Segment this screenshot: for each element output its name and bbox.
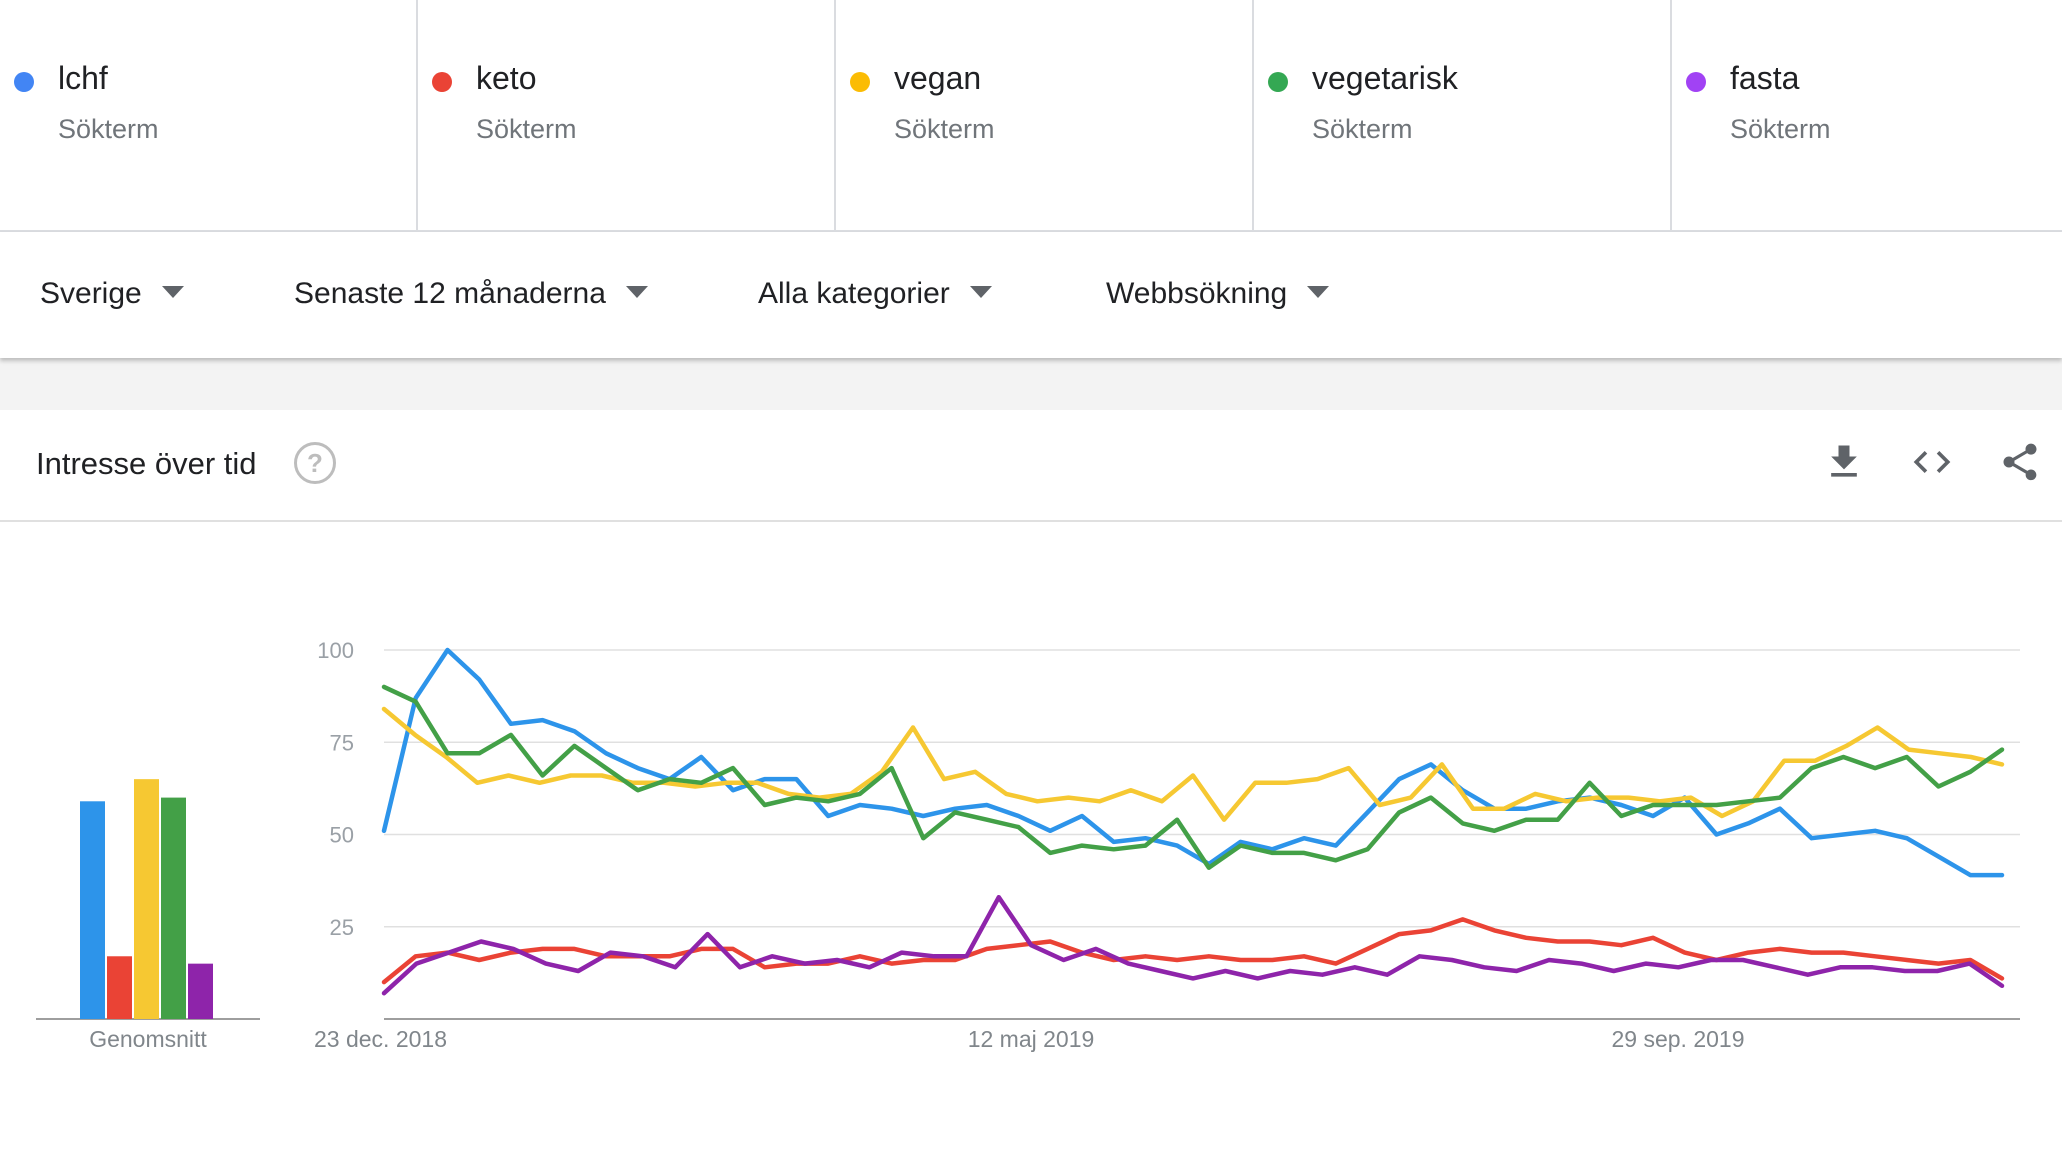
- y-tick-label: 50: [330, 823, 354, 848]
- interest-over-time-header: Intresse över tid ?: [0, 410, 2062, 522]
- term-name: lchf: [58, 60, 108, 96]
- term-type: Sökterm: [894, 114, 995, 144]
- term-type: Sökterm: [1730, 114, 1831, 144]
- series-line-fasta: [381, 894, 2005, 996]
- region-dropdown[interactable]: Sverige: [40, 277, 184, 311]
- search-type-dropdown[interactable]: Webbsökning: [1106, 277, 1330, 311]
- code-icon[interactable]: [1910, 440, 1954, 484]
- category-dropdown[interactable]: Alla kategorier: [758, 277, 992, 311]
- search-type-label: Webbsökning: [1106, 277, 1288, 310]
- average-bars: [36, 779, 260, 1020]
- average-bar-lchf: [80, 801, 105, 1019]
- interest-chart[interactable]: 25 50 75 100 Genomsnitt 23 dec. 2018 12 maj …: [0, 522, 2062, 1082]
- filter-bar: Sverige Senaste 12 månaderna Alla katego…: [0, 232, 2062, 358]
- x-axis-labels: 23 dec. 2018 12 maj 2019 29 sep. 2019: [314, 1026, 1745, 1052]
- x-tick-label: 12 maj 2019: [968, 1026, 1095, 1052]
- y-tick-label: 25: [330, 915, 354, 940]
- term-color-dot: [1268, 72, 1288, 92]
- term-type: Sökterm: [1312, 114, 1413, 144]
- caret-down-icon: [1307, 286, 1330, 299]
- section-separator: [0, 358, 2062, 410]
- average-label: Genomsnitt: [89, 1026, 207, 1052]
- term-name: vegan: [894, 60, 982, 96]
- download-icon[interactable]: [1822, 440, 1866, 484]
- region-label: Sverige: [40, 277, 142, 310]
- term-color-dot: [432, 72, 452, 92]
- series-line-lchf: [381, 647, 2005, 878]
- term-color-dot: [14, 72, 34, 92]
- time-range-dropdown[interactable]: Senaste 12 månaderna: [294, 277, 648, 311]
- help-icon[interactable]: ?: [294, 442, 336, 484]
- caret-down-icon: [969, 286, 992, 299]
- term-color-dot: [850, 72, 870, 92]
- x-tick-label: 29 sep. 2019: [1611, 1026, 1744, 1052]
- term-type: Sökterm: [58, 114, 159, 144]
- term-card-lchf[interactable]: lchf Sökterm: [0, 0, 418, 230]
- term-type: Sökterm: [476, 114, 577, 144]
- term-name: keto: [476, 60, 537, 96]
- term-name: vegetarisk: [1312, 60, 1458, 96]
- term-card-vegetarisk[interactable]: vegetarisk Sökterm: [1254, 0, 1672, 230]
- term-card-vegan[interactable]: vegan Sökterm: [836, 0, 1254, 230]
- share-icon[interactable]: [1998, 440, 2042, 484]
- time-range-label: Senaste 12 månaderna: [294, 277, 606, 310]
- series-line-vegetarisk: [381, 684, 2005, 870]
- x-tick-label: 23 dec. 2018: [314, 1026, 447, 1052]
- series-lines: [381, 647, 2005, 996]
- y-tick-label: 100: [317, 638, 354, 663]
- gridlines: 25 50 75 100: [317, 638, 2020, 1020]
- search-terms-row: lchf Sökterm keto Sökterm vegan Sökterm …: [0, 0, 2062, 232]
- series-line-keto: [381, 917, 2005, 985]
- y-tick-label: 75: [330, 730, 354, 755]
- average-bar-keto: [107, 956, 132, 1019]
- caret-down-icon: [161, 286, 184, 299]
- term-name: fasta: [1730, 60, 1800, 96]
- term-color-dot: [1686, 72, 1706, 92]
- term-card-fasta[interactable]: fasta Sökterm: [1672, 0, 2062, 230]
- average-bar-fasta: [188, 963, 213, 1019]
- caret-down-icon: [625, 286, 648, 299]
- term-card-keto[interactable]: keto Sökterm: [418, 0, 836, 230]
- average-bar-vegan: [134, 779, 159, 1019]
- average-bar-vegetarisk: [161, 797, 186, 1019]
- category-label: Alla kategorier: [758, 277, 950, 310]
- card-title: Intresse över tid: [36, 446, 257, 481]
